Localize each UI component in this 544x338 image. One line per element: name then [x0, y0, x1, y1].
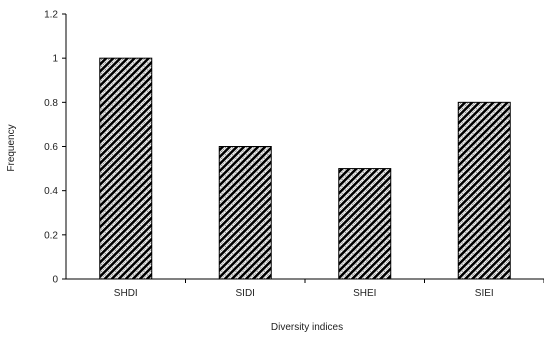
- y-tick-label: 0: [52, 275, 58, 286]
- x-tick-label: SHDI: [114, 288, 138, 299]
- y-tick-label: 1: [52, 54, 58, 65]
- y-tick-label: 0.2: [44, 230, 58, 241]
- x-axis-title: Diversity indices: [271, 322, 343, 333]
- x-tick-label: SIDI: [236, 288, 255, 299]
- y-tick-label: 0.4: [44, 186, 58, 197]
- bar-shdi: [99, 57, 153, 280]
- x-tick-label: SHEI: [353, 288, 376, 299]
- y-axis-title: Frequency: [6, 124, 17, 171]
- x-tick-label: SIEI: [475, 288, 494, 299]
- x-axis: SHDI SIDI SHEI SIEI: [66, 278, 544, 299]
- plot-area: [99, 57, 511, 280]
- bar-sidi: [218, 146, 272, 280]
- bar-siei: [457, 101, 511, 280]
- y-axis: 0 0.2 0.4 0.6 0.8 1 1.2: [44, 10, 67, 286]
- bar-shei: [338, 168, 392, 280]
- y-tick-label: 1.2: [44, 10, 58, 21]
- y-tick-label: 0.8: [44, 98, 58, 109]
- y-tick-label: 0.6: [44, 142, 58, 153]
